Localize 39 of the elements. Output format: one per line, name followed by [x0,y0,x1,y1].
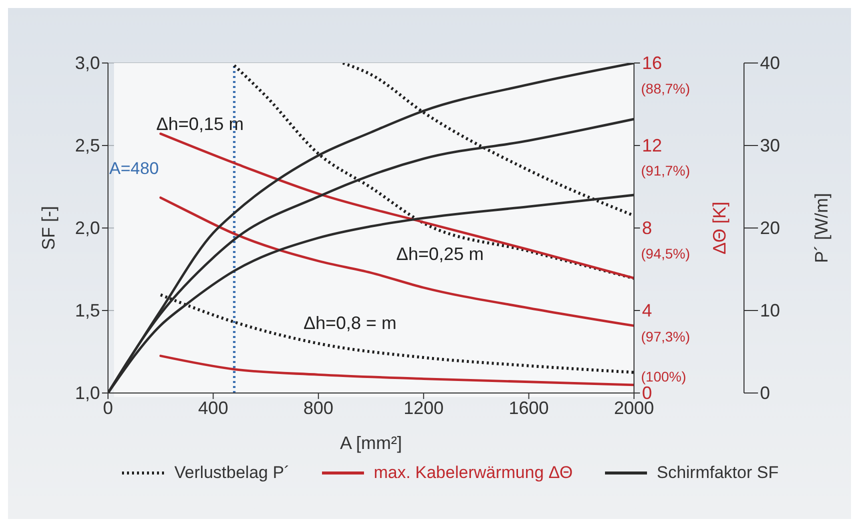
ref-line-label: A=480 [109,159,159,178]
annotation: Δh=0,25 m [396,244,484,264]
text: (88,7%) [641,80,690,97]
y2-axis-title: ΔΘ [K] [709,202,730,254]
text: (94,5%) [641,246,690,262]
y-tick-label: 1,5 [74,300,100,320]
x-tick-label: 0 [102,398,114,418]
y2-tick-label: 12 [642,136,662,156]
legend-label: Verlustbelag P´ [174,463,290,483]
y-tick-label: 2,5 [74,136,100,156]
line-series [341,63,634,218]
line-series [159,354,634,386]
y-tick-label: 2,0 [74,218,100,238]
y2-tick-label: 8 [642,218,652,238]
line-series [159,132,634,280]
y2-tick-label: 16 [642,53,662,73]
x-tick-label: 1200 [404,398,444,418]
y3-tick-label: 10 [760,300,780,320]
x-tick-label: 800 [303,398,334,418]
y3-tick-label: 20 [760,218,780,238]
annotation: Δh=0,15 m [156,114,244,134]
y3-tick-label: 0 [760,383,770,403]
text: (91,7%) [641,162,690,179]
line-series [159,293,634,374]
annotation: Δh=0,8 = m [303,312,397,333]
text: (97,3%) [641,328,690,345]
x-tick-label: 400 [198,398,228,418]
y-tick-label: 1,0 [74,383,100,403]
y3-axis-title: P´ [W/m] [811,193,832,263]
y2-tick-label: 4 [642,300,652,320]
x-tick-label: 1600 [508,398,549,418]
legend-label: max. Kabelerwärmung ΔΘ [374,463,573,483]
legend-label: Schirmfaktor SF [656,463,779,483]
y3-tick-label: 40 [760,53,780,73]
text: (100%) [641,368,686,385]
y3-tick-label: 30 [760,136,780,156]
x-axis-title: A [mm²] [340,433,402,453]
y-axis-title: SF [-] [38,206,58,250]
y-tick-label: 3,0 [74,53,100,73]
